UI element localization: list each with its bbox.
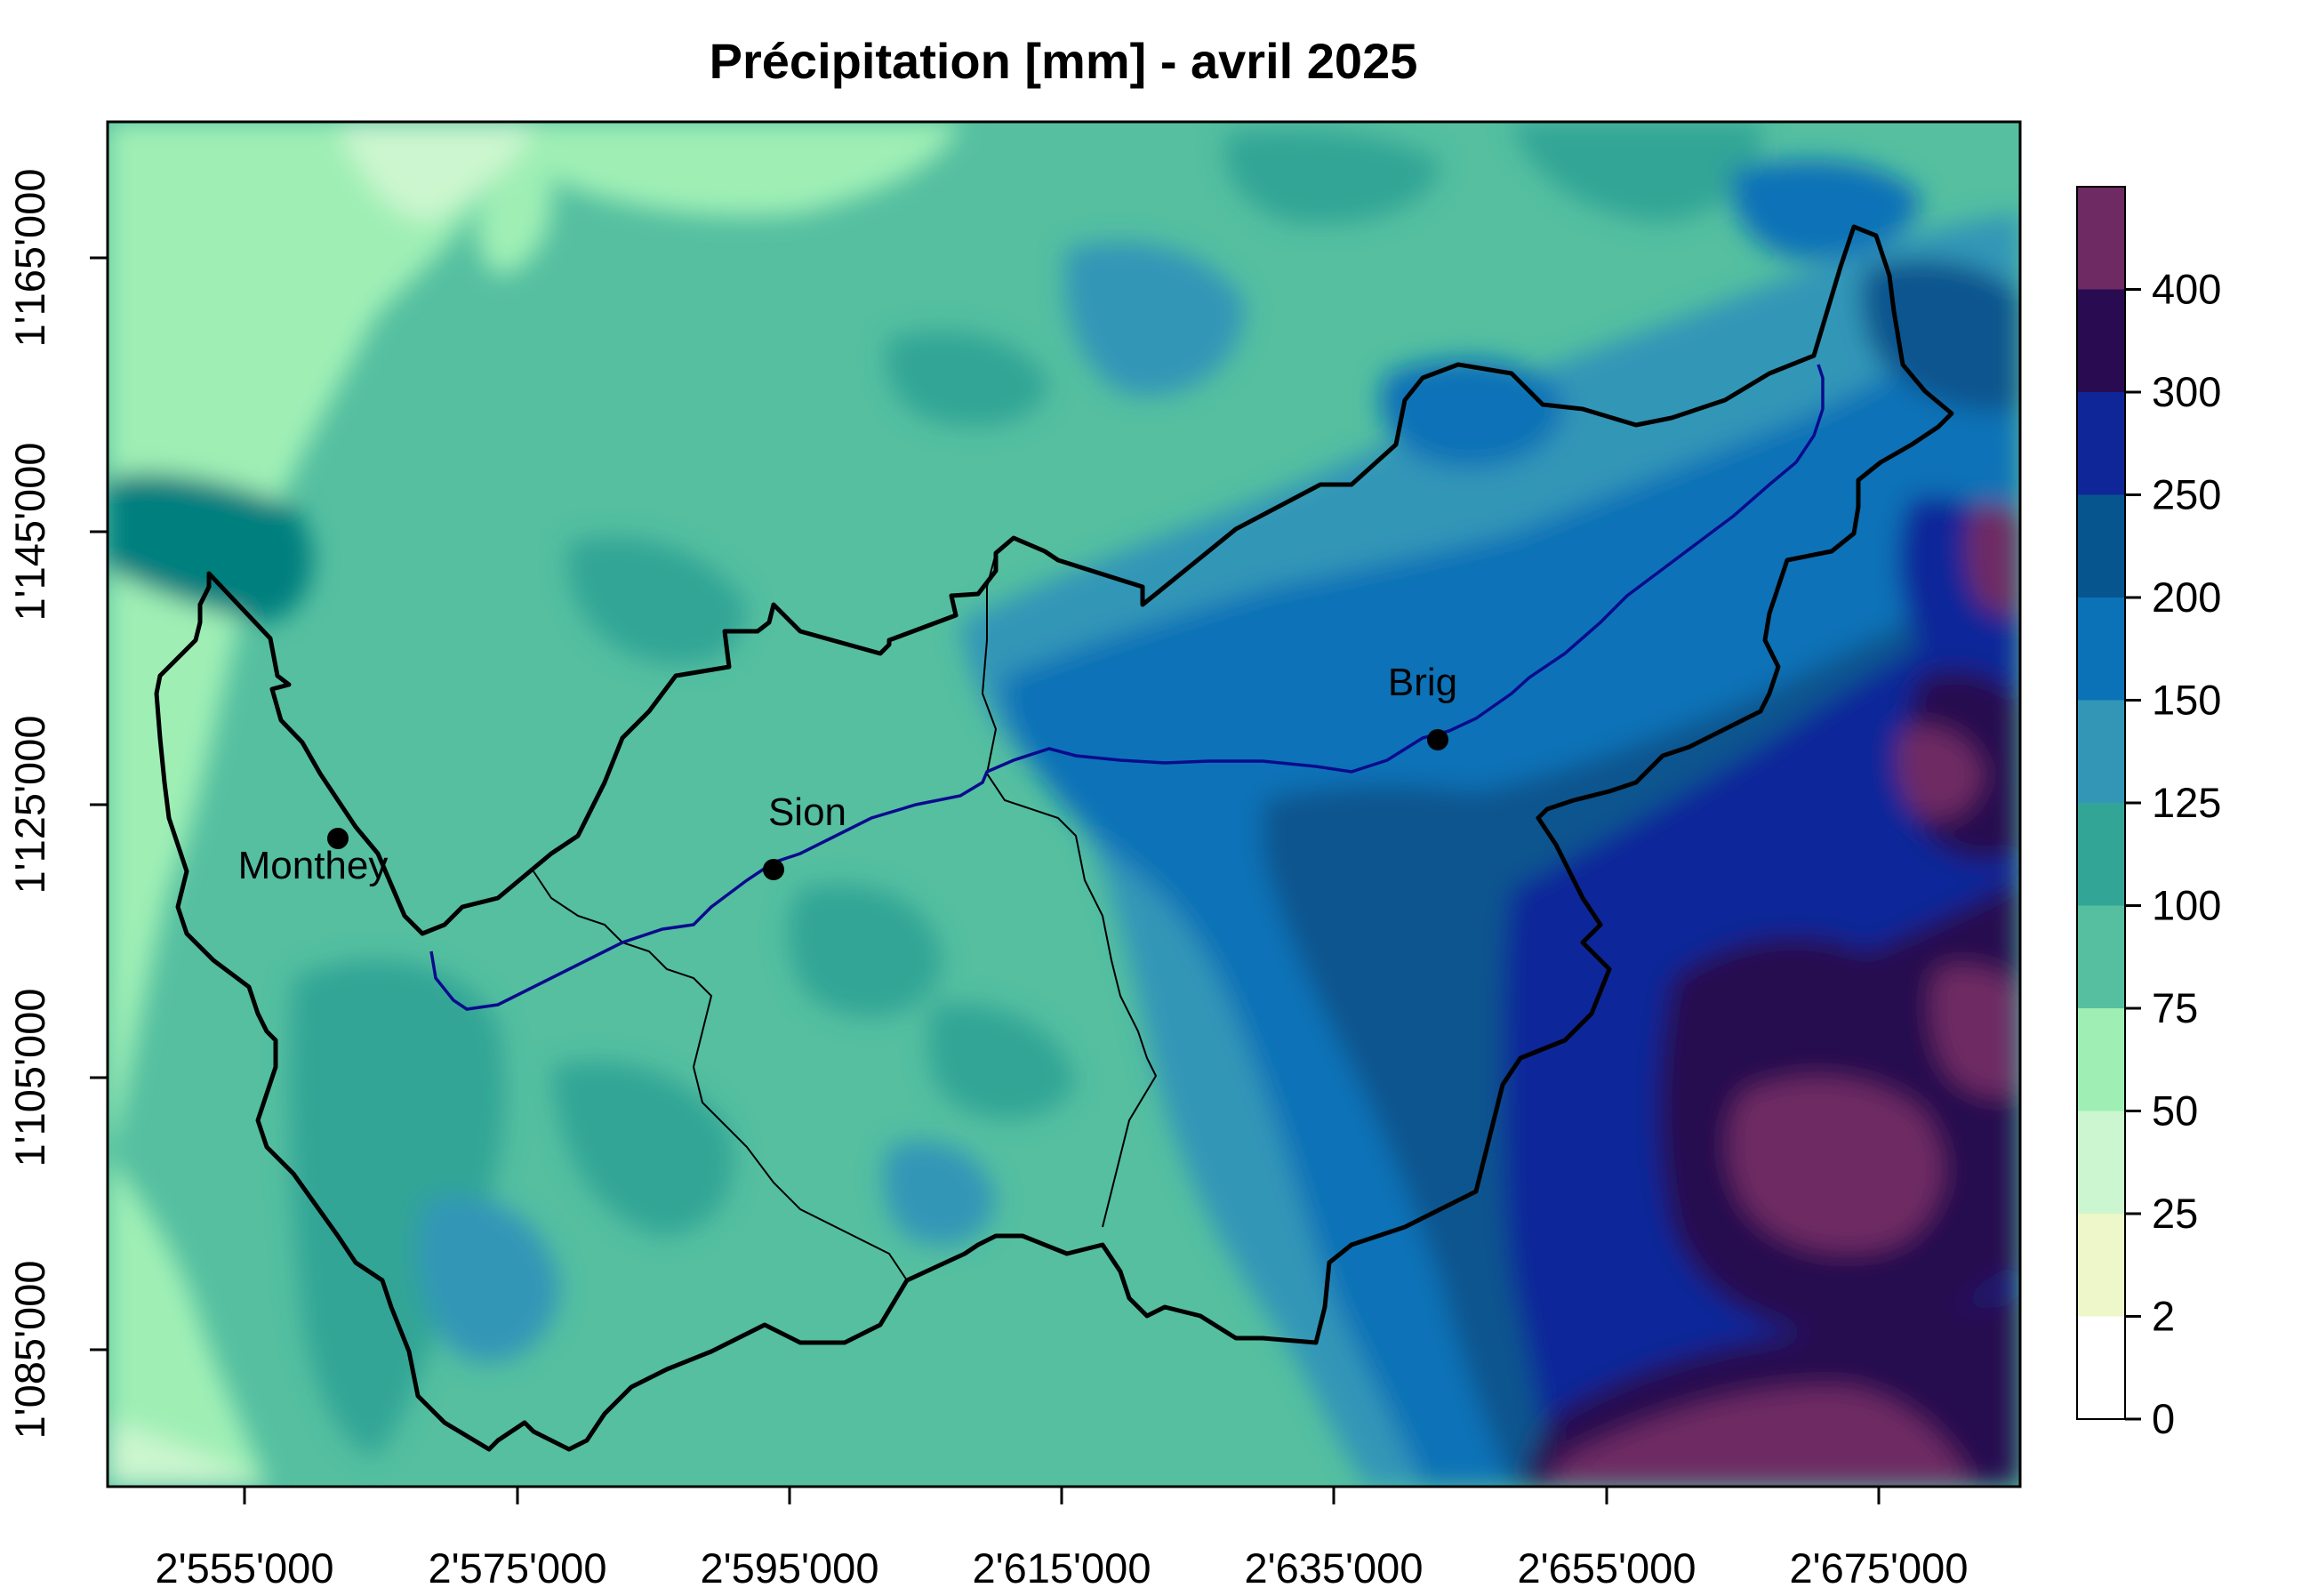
legend-swatch (2077, 597, 2125, 701)
legend-swatch (2077, 187, 2125, 290)
legend-swatch (2077, 392, 2125, 495)
x-tick-label: 2'595'000 (701, 1544, 879, 1592)
legend-swatch (2077, 803, 2125, 906)
legend-swatch (2077, 289, 2125, 392)
legend-swatch (2077, 1316, 2125, 1419)
rhone-river (429, 364, 1825, 1011)
city-marker (327, 828, 349, 849)
legend-label: 75 (2152, 984, 2198, 1031)
legend-swatch (2077, 905, 2125, 1008)
canton-boundary (154, 224, 1954, 1452)
city-marker (763, 859, 784, 880)
legend-label: 125 (2152, 779, 2221, 826)
y-tick-label: 1'105'000 (6, 989, 53, 1167)
x-tick-label: 2'615'000 (973, 1544, 1151, 1592)
legend-label: 50 (2152, 1087, 2198, 1135)
legend-label: 200 (2152, 573, 2221, 621)
precipitation-raster (108, 122, 2020, 1487)
legend-label: 100 (2152, 882, 2221, 929)
legend-swatch (2077, 1008, 2125, 1111)
legend-colorbar: 0 2 25 50 75 100 125 150 200 250 300 400 (2076, 186, 2221, 1442)
x-tick-label: 2'575'000 (429, 1544, 607, 1592)
x-tick-label: 2'555'000 (156, 1544, 334, 1592)
legend-label: 2 (2152, 1293, 2175, 1340)
city-label: Brig (1388, 661, 1457, 704)
city-markers: Monthey Sion Brig (238, 661, 1458, 887)
x-axis: 2'555'000 2'575'000 2'595'000 2'615'000 2'63… (156, 1485, 1969, 1592)
legend-swatch (2077, 1214, 2125, 1317)
y-axis: 1'085'000 1'105'000 1'125'000 1'145'000 1'16… (6, 169, 109, 1440)
legend-swatch (2077, 1111, 2125, 1214)
y-tick-label: 1'125'000 (6, 716, 53, 894)
x-tick-label: 2'655'000 (1518, 1544, 1696, 1592)
y-tick-label: 1'085'000 (6, 1261, 53, 1440)
legend-swatch (2077, 700, 2125, 803)
district-boundaries-2 (533, 870, 908, 1281)
map-title: Précipitation [mm] - avril 2025 (710, 33, 1418, 89)
city-label: Sion (768, 790, 846, 834)
city-marker (1427, 729, 1448, 750)
legend-label: 25 (2152, 1190, 2198, 1237)
legend-label: 250 (2152, 471, 2221, 518)
legend-label: 300 (2152, 368, 2221, 415)
legend-label: 150 (2152, 677, 2221, 724)
x-tick-label: 2'635'000 (1245, 1544, 1424, 1592)
legend-label: 0 (2152, 1395, 2175, 1442)
city-label: Monthey (238, 844, 389, 887)
legend-label: 400 (2152, 266, 2221, 313)
x-tick-label: 2'675'000 (1790, 1544, 1969, 1592)
y-tick-label: 1'145'000 (6, 443, 53, 622)
district-boundaries (981, 552, 1158, 1228)
y-tick-label: 1'165'000 (6, 169, 53, 348)
legend-swatch (2077, 494, 2125, 597)
